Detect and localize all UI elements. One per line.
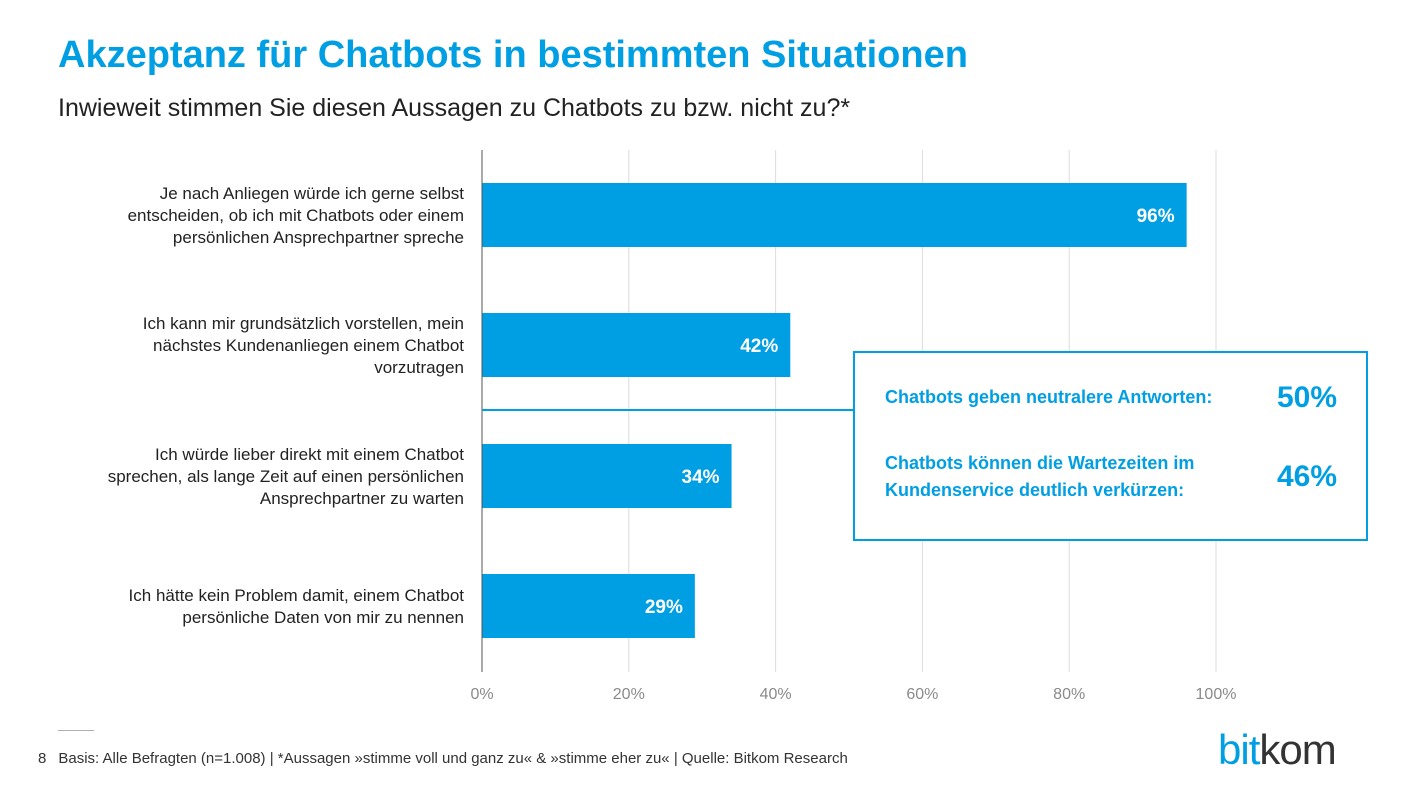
category-label: persönlichen Ansprechpartner spreche xyxy=(173,228,464,247)
callout-label: Chatbots können die Wartezeiten im Kunde… xyxy=(885,453,1195,500)
category-label: Je nach Anliegen würde ich gerne selbst xyxy=(160,184,465,203)
bar-value-label: 96% xyxy=(1137,206,1175,227)
footer-source: Basis: Alle Befragten (n=1.008) | *Aussa… xyxy=(58,750,848,767)
bar xyxy=(482,183,1187,247)
x-tick-label: 80% xyxy=(1053,686,1085,703)
category-label: sprechen, als lange Zeit auf einen persö… xyxy=(108,467,464,486)
bar xyxy=(482,313,791,377)
x-tick-label: 20% xyxy=(613,686,645,703)
category-label: Ansprechpartner zu warten xyxy=(260,489,464,508)
page-subtitle: Inwieweit stimmen Sie diesen Aussagen zu… xyxy=(58,94,851,122)
callout-value: 46% xyxy=(1277,460,1338,493)
bar-value-label: 34% xyxy=(682,467,720,488)
category-label: nächstes Kundenanliegen einem Chatbot xyxy=(153,336,464,355)
category-label: persönliche Daten von mir zu nennen xyxy=(182,608,464,627)
callout-box: Chatbots geben neutralere Antworten: 50%… xyxy=(853,351,1368,541)
bar xyxy=(482,444,732,508)
category-label: vorzutragen xyxy=(374,358,464,377)
x-tick-label: 0% xyxy=(470,686,493,703)
bitkom-logo: bitkom xyxy=(1218,726,1337,773)
category-label: entscheiden, ob ich mit Chatbots oder ei… xyxy=(128,206,464,225)
x-tick-label: 100% xyxy=(1196,686,1237,703)
footer-divider xyxy=(58,730,94,731)
page-number: 8 xyxy=(38,750,47,767)
callout-item-wartezeiten: Chatbots können die Wartezeiten im Kunde… xyxy=(885,450,1194,504)
callout-label: Chatbots geben neutralere Antworten: xyxy=(885,387,1213,407)
category-label: Ich kann mir grundsätzlich vorstellen, m… xyxy=(143,314,464,333)
x-tick-label: 40% xyxy=(760,686,792,703)
footer: 8 Basis: Alle Befragten (n=1.008) | *Auss… xyxy=(38,750,848,767)
callout-item-neutral: Chatbots geben neutralere Antworten: xyxy=(885,384,1212,411)
bar xyxy=(482,574,695,638)
x-tick-label: 60% xyxy=(906,686,938,703)
page-title: Akzeptanz für Chatbots in bestimmten Sit… xyxy=(58,34,968,76)
category-label: Ich hätte kein Problem damit, einem Chat… xyxy=(129,586,465,605)
category-label: Ich würde lieber direkt mit einem Chatbo… xyxy=(155,445,464,464)
bar-value-label: 29% xyxy=(645,597,683,618)
bar-value-label: 42% xyxy=(740,336,778,357)
callout-value: 50% xyxy=(1277,381,1338,414)
